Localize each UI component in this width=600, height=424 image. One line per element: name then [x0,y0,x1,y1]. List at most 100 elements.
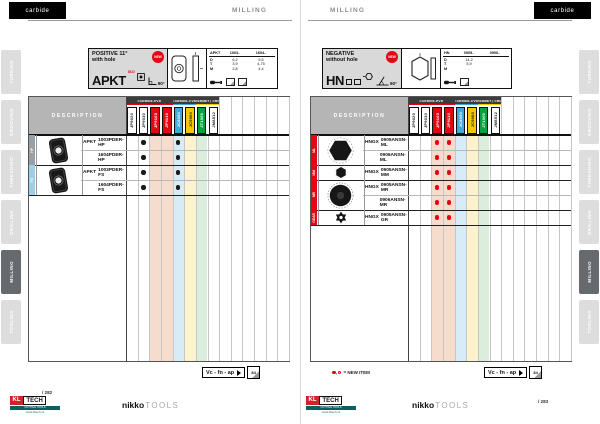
section-tab-threading: THREADING [1,150,21,194]
column-group-header: CARBIDE-PVD [126,97,173,105]
insert-code: 0906ANSN-MR [379,197,406,208]
header-divider [311,134,571,136]
section-tab-label: TURNING [8,60,14,84]
section-label-left: MILLING [232,7,268,14]
dims-value: D [210,57,213,62]
availability-dot [176,170,181,175]
dims-value: - [468,66,470,71]
grid-line [35,135,37,195]
dims-value: 2,8 [232,66,238,71]
row-group-tab: ML [311,135,317,165]
dims-header: APKT [210,51,221,55]
grade-tag: JM8512 [490,106,501,134]
grid-line [160,135,162,361]
section-tab-label: DRILLING [586,209,592,235]
column-group-header: CERMET | CBN [195,97,220,105]
insert-prefix: HNGX [365,185,379,190]
kl-logo-tagline: CUTTING TOOLS [10,405,60,410]
insert-code: 0905ANSN-MM [380,167,407,178]
new-item-dot-outline-icon [337,370,342,375]
grade-tag: JM8512 [208,106,219,134]
insert-code: 1003PDER-HP [98,137,124,148]
grid-line [571,97,572,361]
grid-line [172,135,174,361]
availability-dot [435,140,440,145]
column-group-header: CARBIDE-CVD [454,97,478,105]
grade-tag: JP9030 [138,106,149,134]
page-number-right: / 283 [538,399,549,404]
group-divider [311,180,571,181]
carbide-tab-label: carbide [550,7,575,14]
insert-code: 1003PDER-FS [98,167,124,178]
grade-column-band [477,135,490,361]
page-ref-icon [238,77,247,87]
dims-value: D [444,57,447,62]
dims-value: T [210,62,213,67]
grade-tag: JT1005 [478,106,489,134]
row-description: HNGX 0905ANSN-ML [365,135,408,150]
dims-header: 0906.. [489,51,501,55]
edge-angle: 90° [147,76,165,86]
header-rule-left [28,20,292,21]
product-title: NEGATIVE [326,51,355,57]
insert-series-code: HN [326,72,344,88]
grade-column-band [195,135,208,361]
grade-tag: JP9110 [443,106,454,134]
new-badge: NEW [386,51,398,63]
insert-photo-hex [318,135,363,165]
arrow-right-icon [518,369,523,376]
size-placeholder-icon [345,78,353,85]
dims-row: T 3,9 4,75 [209,62,275,67]
dims-value: 9,5 [258,57,264,62]
row-group-tab: MM [311,165,317,180]
availability-dot [446,140,451,145]
vc-fn-ap-box: Vc - fn - ap [484,367,527,378]
carbide-corner-tab-right: carbide [534,2,591,19]
row-group-tab: HP [29,135,35,165]
section-tab-tooling: TOOLING [579,300,599,344]
availability-dot [435,155,440,160]
kl-tech-logo-right: KL TECH CUTTING TOOLS www.kltech.cz [306,396,356,414]
grid-line [524,97,526,361]
dims-icons-row [443,73,509,91]
grid-line [512,97,514,361]
dims-row: T 5,9 [443,62,509,67]
grade-column-band [466,135,478,361]
row-description: 1604PDER-FS [83,180,126,195]
grid-line [230,97,232,361]
grid-line [126,97,127,361]
availability-dot [446,215,451,220]
product-title-cell-left: POSITIVE 11° with hole NEW APKT ISO 90° [89,49,167,88]
grid-line [219,97,221,361]
grade-tag: JP9105 [150,106,160,134]
availability-dot [435,200,440,205]
hexagon-drawing-icon [411,53,436,81]
grade-column-band [149,135,161,361]
insert-code: 1604PDER-HP [98,152,124,163]
carbide-tab-label: carbide [25,7,50,14]
insert-photo-apkt [36,135,81,165]
insert-code: 0905ANSN-MR [380,182,407,193]
grid-line [536,97,538,361]
dims-header: 1604.. [255,51,267,55]
dims-value: T [444,62,447,67]
insert-diagram-left [167,49,206,88]
group-divider [311,165,571,166]
dimensions-table-right: HN 0905.. 0906.. D 14,2 T 5,9 M - [440,49,511,88]
insert-code: 0906ANSN-ML [379,152,406,163]
dims-value: M [444,66,448,71]
insert-photo-hex2 [318,165,363,180]
screwdriver-icon [210,80,222,85]
group-divider [29,165,289,166]
dims-header-row: HN 0905.. 0906.. [443,51,509,58]
row-description: 0906ANSN-MR [365,195,408,210]
availability-dot [446,170,451,175]
grades-table-right: DESCRIPTION CARBIDE-PVD CARBIDE-CVD CERMET … [310,96,572,362]
insert-prefix: HNGX [365,215,379,220]
insert-prefix: APKT [83,170,97,175]
new-item-legend: , = NEW ITEM [332,370,370,375]
grid-line [242,97,244,361]
dims-header: 0905.. [463,51,475,55]
new-badge: NEW [152,51,164,63]
description-header: DESCRIPTION [29,97,126,135]
